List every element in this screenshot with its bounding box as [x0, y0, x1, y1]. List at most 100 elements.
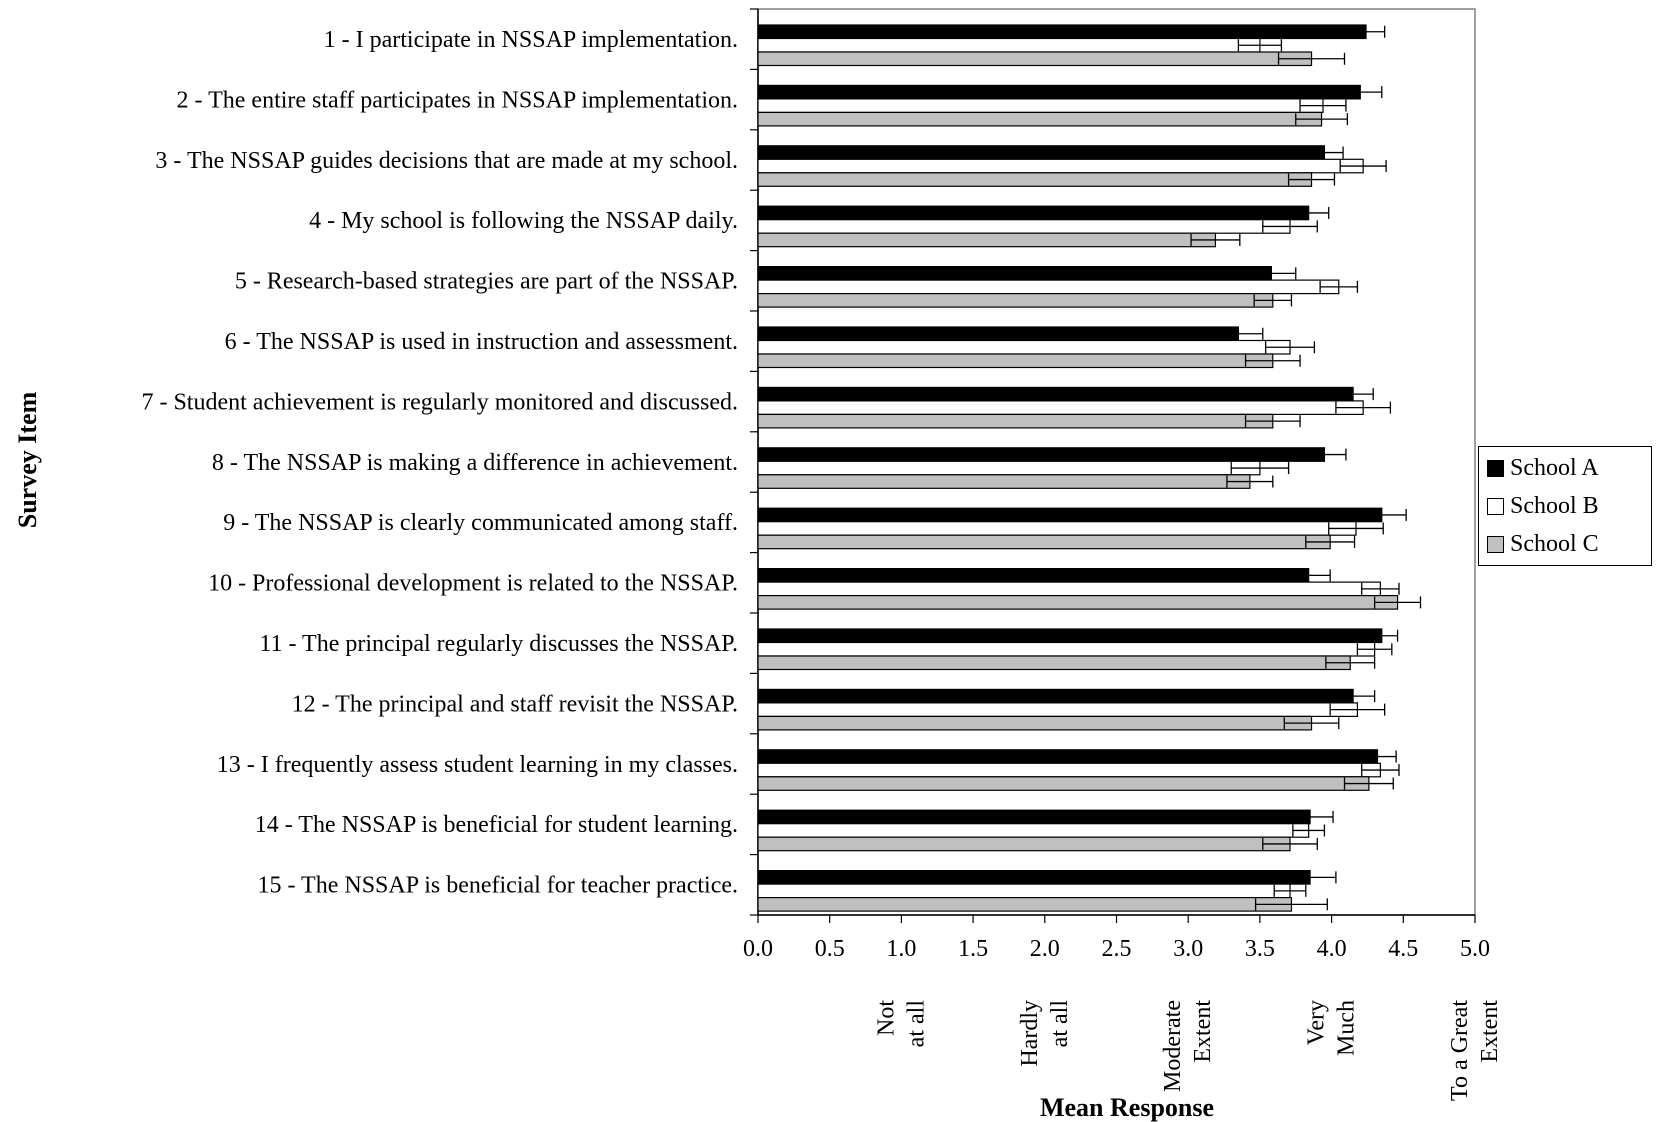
category-label: 2 - The entire staff participates in NSS… [177, 87, 738, 113]
scale-label-line: Extent [1477, 1000, 1503, 1063]
error-bar [1356, 508, 1407, 521]
error-bar [1343, 777, 1394, 790]
error-bar [1339, 160, 1387, 173]
x-axis: 0.0 0.5 1.0 1.5 2.0 2.5 3.0 3.5 4.0 4.5 5.0 [743, 915, 1490, 962]
bar [757, 413, 1274, 429]
scale-label: Moderate Extent [1160, 1000, 1216, 1092]
error-bar [1213, 327, 1264, 340]
x-tick-label: 4.0 [1317, 936, 1347, 962]
bars [757, 24, 1422, 912]
bar [757, 715, 1313, 731]
error-bar [1262, 837, 1318, 850]
category-label: 14 - The NSSAP is beneficial for student… [255, 812, 738, 838]
scale-label-line: Extent [1190, 1000, 1216, 1063]
bar [757, 823, 1310, 838]
x-tick-label: 1.0 [886, 936, 916, 962]
legend-label-school-b: School B [1510, 492, 1599, 519]
category-label: 12 - The principal and staff revisit the… [292, 691, 738, 717]
bar [757, 293, 1274, 308]
bar [757, 688, 1354, 704]
error-bar [1287, 206, 1330, 219]
bar [757, 37, 1261, 53]
error-bar [1305, 146, 1344, 159]
x-tick-label: 4.5 [1388, 936, 1418, 962]
bar [757, 145, 1326, 160]
x-tick-label: 5.0 [1460, 936, 1490, 962]
y-axis-title: Survey Item [13, 391, 42, 528]
bar [757, 809, 1311, 825]
error-bar [1305, 535, 1356, 548]
legend-swatch-school-c [1487, 535, 1504, 553]
legend-item-school-c: School C [1487, 527, 1599, 561]
bar [757, 534, 1331, 550]
error-bar [1330, 690, 1376, 703]
category-label: 6 - The NSSAP is used in instruction and… [225, 329, 738, 355]
error-bar [1335, 401, 1392, 414]
error-bar [1277, 52, 1346, 65]
error-bar [1264, 341, 1316, 354]
legend-item-school-a: School A [1487, 451, 1599, 485]
category-label: 8 - The NSSAP is making a difference in … [212, 450, 738, 476]
scale-label-line: Not [873, 1000, 899, 1036]
category-label: 10 - Professional development is related… [208, 571, 738, 597]
legend-label-school-c: School C [1510, 530, 1599, 557]
bar [757, 474, 1251, 489]
category-label: 13 - I frequently assess student learnin… [217, 752, 738, 778]
error-bar [1244, 415, 1301, 428]
x-tick-label: 0.5 [815, 936, 845, 962]
scale-label-line: Hardly [1017, 1000, 1043, 1067]
bar [757, 702, 1359, 718]
error-bar [1246, 267, 1297, 280]
bar [757, 353, 1274, 369]
bar [757, 24, 1367, 40]
error-bar [1287, 173, 1336, 186]
x-tick-label: 3.0 [1173, 936, 1203, 962]
error-bar [1325, 656, 1376, 669]
y-category-labels: 1 - I participate in NSSAP implementatio… [141, 27, 738, 899]
bar [757, 84, 1361, 100]
bar [757, 232, 1217, 248]
legend-item-school-b: School B [1487, 489, 1599, 523]
category-label: 5 - Research-based strategies are part o… [235, 269, 738, 295]
error-bar [1358, 750, 1397, 763]
x-tick-label: 1.5 [958, 936, 988, 962]
scale-label: Very Much [1304, 1000, 1360, 1056]
bar [757, 507, 1383, 523]
error-bar [1365, 629, 1399, 642]
x-axis-title: Mean Response [1040, 1093, 1214, 1122]
category-label: 4 - My school is following the NSSAP dai… [309, 208, 738, 234]
error-bar [1329, 703, 1386, 716]
bar [757, 883, 1291, 899]
scale-label-line: at all [903, 1000, 929, 1048]
x-tick-label: 0.0 [743, 936, 773, 962]
error-bar [1244, 354, 1301, 367]
scale-label-line: Much [1334, 1000, 1360, 1056]
legend-swatch-school-a [1487, 459, 1504, 477]
bar [757, 567, 1310, 583]
error-bar [1361, 582, 1400, 595]
bar [757, 339, 1291, 355]
category-label: 9 - The NSSAP is clearly communicated am… [223, 510, 738, 536]
bar [757, 279, 1340, 295]
error-bar [1226, 475, 1274, 488]
bar [757, 655, 1351, 671]
scale-label-line: To a Great [1447, 1000, 1473, 1101]
category-label: 3 - The NSSAP guides decisions that are … [155, 148, 738, 174]
scale-label: To a Great Extent [1447, 1000, 1503, 1101]
bar [757, 776, 1370, 791]
bar [757, 111, 1323, 127]
bar [757, 521, 1357, 536]
bar [757, 447, 1326, 462]
bar [757, 205, 1310, 221]
bar [757, 51, 1313, 67]
bar [757, 326, 1239, 342]
x-tick-label: 2.0 [1030, 936, 1060, 962]
scale-label-line: Very [1304, 1000, 1330, 1045]
error-bar [1286, 810, 1334, 823]
error-bar [1286, 569, 1331, 582]
bar [757, 172, 1313, 187]
bar [757, 594, 1399, 610]
error-bar [1361, 764, 1400, 777]
x-tick-label: 3.5 [1245, 936, 1275, 962]
scale-label-line: at all [1047, 1000, 1073, 1048]
